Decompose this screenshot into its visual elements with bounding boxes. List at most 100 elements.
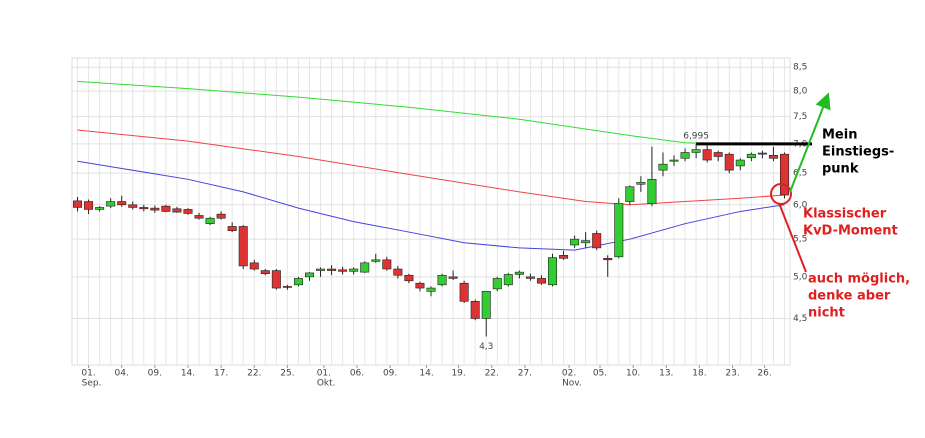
candle-body (238, 226, 248, 267)
x-tick-label: 19. (451, 369, 465, 379)
candle-body (481, 291, 491, 319)
candle-body (205, 217, 215, 224)
x-tick-label: 22. (485, 369, 499, 379)
red-arrow (778, 202, 807, 273)
candle-body (459, 282, 469, 302)
kvd-circle (770, 183, 792, 205)
x-tick-label: 22. (247, 369, 261, 379)
candle-body (636, 182, 646, 185)
x-tick-label: 23. (725, 369, 739, 379)
y-tick-label: 8,5 (793, 63, 807, 73)
candle-body (669, 159, 679, 162)
candle-body (724, 153, 734, 171)
month-label: Sep. (82, 379, 102, 389)
candle-body (117, 201, 127, 206)
x-tick-label: 14. (419, 369, 433, 379)
x-tick-label: 18. (692, 369, 706, 379)
candle-body (503, 274, 513, 286)
high-label: 6,995 (683, 132, 709, 142)
candle-body (746, 153, 756, 158)
y-tick-label: 6,5 (793, 169, 807, 179)
candle-body (680, 152, 690, 159)
candle-body (73, 200, 83, 208)
candle-body (293, 278, 303, 286)
moving-average (77, 129, 785, 206)
candle-body (581, 240, 591, 244)
y-tick-label: 5,5 (793, 235, 807, 245)
candle-body (393, 268, 403, 276)
candle-body (514, 271, 524, 275)
x-tick-label: 01. (81, 369, 95, 379)
annotation-text: Einstiegs- (822, 145, 894, 160)
x-tick-label: 09. (383, 369, 397, 379)
x-tick-label: 10. (626, 369, 640, 379)
candle-body (691, 149, 701, 153)
annotation-text: denke aber (808, 289, 891, 304)
x-tick-label: 06. (350, 369, 364, 379)
annotation-text: KvD-Moment (803, 224, 898, 239)
month-label: Nov. (562, 379, 582, 389)
candle-body (194, 215, 204, 219)
candle-body (647, 179, 657, 204)
candle-body (150, 207, 160, 211)
candle-body (779, 153, 789, 196)
candle-body (183, 209, 193, 214)
candle-body (316, 268, 326, 271)
candle-body (349, 268, 359, 272)
candle-body (271, 270, 281, 289)
candle-body (757, 152, 767, 155)
candle-body (382, 259, 392, 270)
candle-body (415, 282, 425, 289)
x-tick-label: 04. (115, 369, 129, 379)
candle-body (625, 186, 635, 202)
x-tick-label: 14. (181, 369, 195, 379)
candle-body (614, 203, 624, 258)
month-label: Okt. (317, 379, 336, 389)
candle-body (172, 208, 182, 213)
candle-body (603, 258, 613, 261)
candle-body (161, 205, 171, 212)
candle-body (702, 149, 712, 161)
candle-body (570, 238, 580, 246)
x-tick-label: 26. (757, 369, 771, 379)
candle-body (84, 201, 94, 210)
x-tick-label: 09. (148, 369, 162, 379)
annotation-text: Mein (822, 128, 857, 143)
candle-body (448, 276, 458, 279)
candle-body (227, 226, 237, 231)
x-tick-label: 25. (280, 369, 294, 379)
annotation-text: nicht (808, 306, 845, 321)
candle-body (437, 274, 447, 286)
annotation-text: Klassischer (803, 207, 887, 222)
candle-body (525, 276, 535, 279)
candle-body (260, 270, 270, 274)
candle-body (492, 278, 502, 290)
candle-body (338, 269, 348, 272)
x-tick-label: 01. (317, 369, 331, 379)
low-label: 4,3 (479, 342, 493, 352)
candle-body (470, 300, 480, 319)
candle-body (548, 257, 558, 286)
candle-body (426, 287, 436, 292)
green-arrow (789, 92, 831, 193)
candle-body (128, 204, 138, 208)
candle-body (95, 207, 105, 210)
candle-body (249, 262, 259, 270)
candle-body (658, 163, 668, 171)
candle-body (536, 278, 546, 284)
y-tick-label: 6,0 (793, 200, 808, 210)
y-tick-label: 8,0 (793, 87, 808, 97)
x-tick-label: 05. (593, 369, 607, 379)
candle-body (713, 152, 723, 157)
candle-body (304, 272, 314, 278)
candle-body (360, 262, 370, 273)
y-tick-label: 7,5 (793, 112, 807, 122)
moving-average (77, 160, 785, 251)
candle-body (592, 233, 602, 249)
annotation-text: auch möglich, (808, 272, 910, 287)
x-tick-label: 13. (659, 369, 673, 379)
candle-body (735, 159, 745, 167)
y-tick-label: 5,0 (793, 272, 808, 282)
annotation-text: punk (822, 162, 859, 177)
